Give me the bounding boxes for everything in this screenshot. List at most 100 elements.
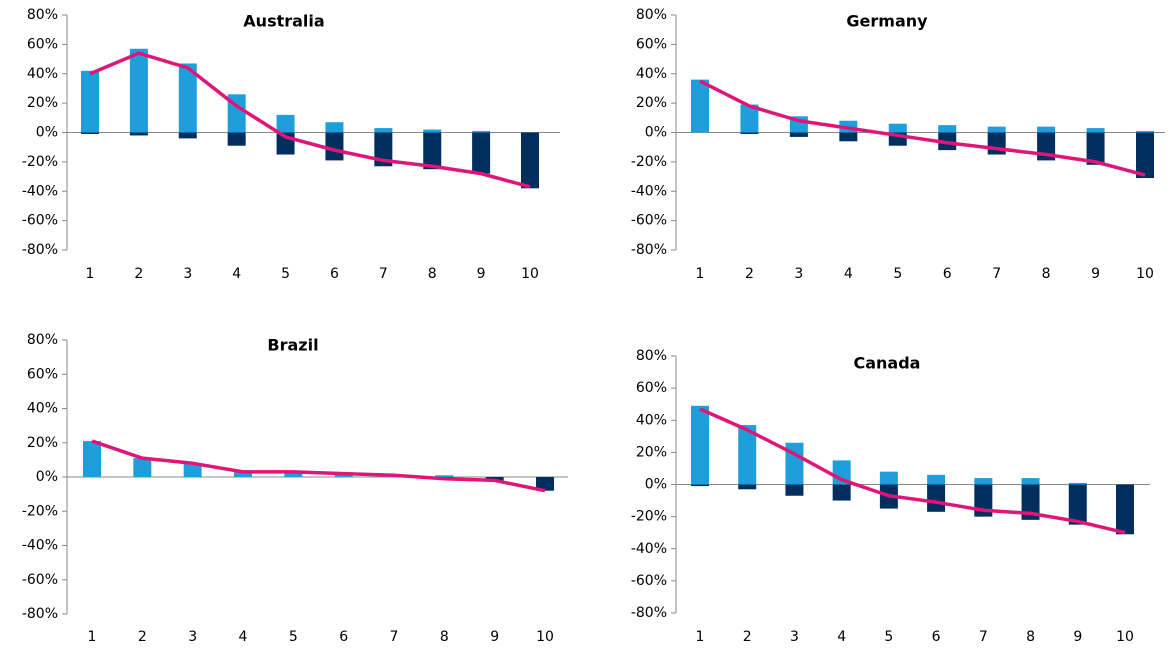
bar [987,132,1006,155]
sum-line [89,51,531,189]
y-tick-label: 60% [636,380,667,396]
y-tick-label: 0% [645,477,667,493]
y-tick-label: 80% [636,348,667,364]
x-tick-label: 7 [379,266,388,282]
chart-title: Germany [846,12,928,31]
sum-line [91,439,546,493]
bar [839,132,858,142]
y-tick-label: -80% [631,605,667,621]
y-tick-label: 20% [27,435,58,451]
bar [738,484,757,490]
x-tick-label: 4 [837,629,846,645]
y-tick-label: 0% [645,125,667,141]
y-tick-label: 0% [36,125,58,141]
x-tick-label: 9 [477,266,486,282]
x-tick-label: 1 [86,266,95,282]
bar [785,484,804,496]
x-tick-label: 4 [232,266,241,282]
bar [691,79,709,133]
x-tick-label: 5 [281,266,290,282]
bar [1068,484,1087,525]
bar [1136,132,1154,179]
y-tick-label: -20% [22,503,58,519]
y-tick-label: -40% [22,183,58,199]
y-tick-label: 60% [27,366,58,382]
x-tick-label: 3 [790,629,799,645]
bar [472,132,491,174]
sum-line [699,407,1126,535]
bar [423,132,442,170]
x-tick-label: 2 [138,629,147,645]
bar [83,441,101,477]
x-tick-label: 7 [979,629,988,645]
x-tick-label: 9 [1073,629,1082,645]
bar [691,405,709,485]
bar [183,463,202,477]
x-tick-label: 2 [745,266,754,282]
y-tick-label: -60% [22,572,58,588]
y-tick-label: -80% [22,242,58,258]
y-tick-label: -80% [631,242,667,258]
x-tick-label: 9 [1091,266,1100,282]
bar [129,48,148,133]
x-tick-label: 9 [490,629,499,645]
x-tick-label: 8 [440,629,449,645]
y-tick-label: 60% [636,36,667,52]
bar [276,114,295,133]
y-tick-label: 80% [636,7,667,23]
bar [178,63,197,133]
bar [1086,132,1105,165]
bar [325,122,344,133]
bar [938,125,957,133]
bar [927,474,946,485]
bar [284,471,303,477]
x-tick-label: 3 [188,629,197,645]
y-tick-label: -60% [631,213,667,229]
bar [1021,478,1040,485]
bar [81,132,99,134]
x-tick-label: 10 [1136,266,1154,282]
bar [740,132,759,134]
y-tick-label: 20% [636,95,667,111]
y-tick-label: 40% [636,66,667,82]
bar [974,478,993,485]
x-tick-label: 10 [521,266,539,282]
bar [927,484,946,512]
bar [738,425,757,485]
x-tick-label: 8 [428,266,437,282]
y-tick-label: 20% [27,95,58,111]
bar [325,132,344,161]
y-tick-label: -60% [22,213,58,229]
bar [987,126,1006,133]
bar [472,131,491,133]
x-tick-label: 3 [794,266,803,282]
bar [740,104,759,133]
x-tick-label: 7 [992,266,1001,282]
x-tick-label: 5 [884,629,893,645]
sum-line [699,79,1146,177]
bar [81,70,99,133]
y-tick-label: -40% [631,541,667,557]
x-tick-label: 1 [696,266,705,282]
bar [789,132,808,137]
x-tick-label: 2 [743,629,752,645]
y-tick-label: 40% [27,401,58,417]
chart-title: Brazil [267,336,318,355]
bar [435,475,454,477]
x-tick-label: 3 [183,266,192,282]
bar [1086,128,1105,133]
x-tick-label: 6 [339,629,348,645]
bar [227,132,246,146]
y-tick-label: 40% [636,412,667,428]
bar [888,123,907,133]
y-tick-label: 80% [27,332,58,348]
bar [178,132,197,139]
x-tick-label: 6 [943,266,952,282]
x-tick-label: 8 [1042,266,1051,282]
x-tick-label: 6 [932,629,941,645]
bar [1037,126,1056,133]
x-tick-label: 5 [893,266,902,282]
bar [129,132,148,136]
